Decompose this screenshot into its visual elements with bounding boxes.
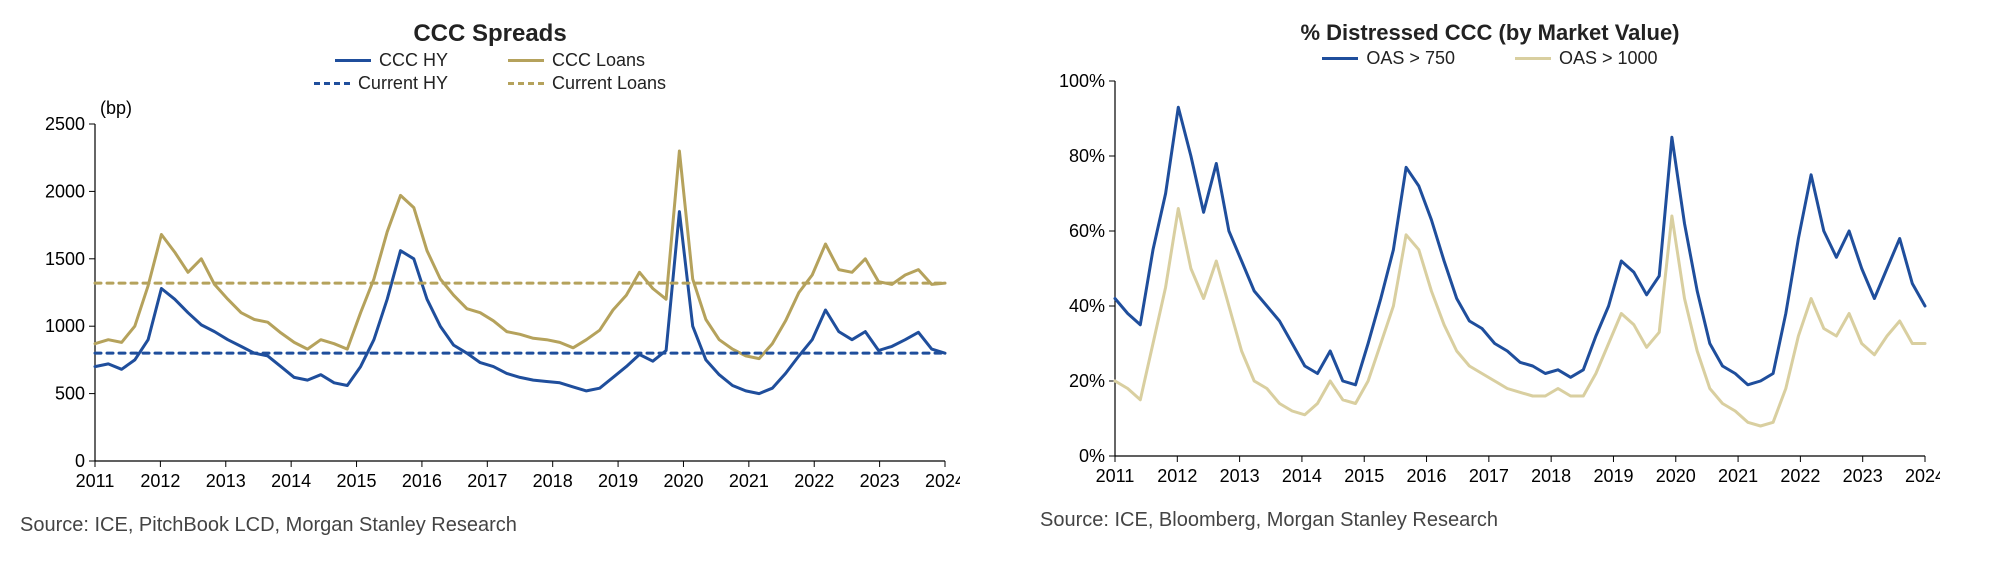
svg-text:2011: 2011 — [1096, 466, 1135, 486]
svg-text:2022: 2022 — [794, 471, 834, 491]
svg-text:2500: 2500 — [45, 114, 85, 134]
svg-text:2014: 2014 — [271, 471, 311, 491]
svg-text:60%: 60% — [1069, 221, 1105, 241]
legend-swatch — [1515, 57, 1551, 60]
svg-text:2013: 2013 — [206, 471, 246, 491]
svg-text:2019: 2019 — [598, 471, 638, 491]
legend-label: Current HY — [358, 73, 448, 94]
right-chart-block: % Distressed CCC (by Market Value) OAS >… — [1040, 20, 1940, 532]
charts-row: CCC Spreads CCC HY CCC Loans Current HY … — [20, 20, 1980, 537]
svg-text:2015: 2015 — [337, 471, 377, 491]
svg-text:2020: 2020 — [663, 471, 703, 491]
svg-text:0%: 0% — [1079, 446, 1105, 466]
svg-text:2021: 2021 — [1718, 466, 1758, 486]
legend-item-current-hy: Current HY — [314, 73, 448, 94]
legend-item-ccc-hy: CCC HY — [335, 50, 448, 71]
left-chart-title: CCC Spreads — [20, 20, 960, 48]
legend-label: CCC HY — [379, 50, 448, 71]
legend-swatch — [508, 59, 544, 62]
svg-text:40%: 40% — [1069, 296, 1105, 316]
legend-item-oas750: OAS > 750 — [1322, 48, 1455, 69]
svg-text:2019: 2019 — [1593, 466, 1633, 486]
svg-text:2015: 2015 — [1344, 466, 1384, 486]
svg-text:2022: 2022 — [1780, 466, 1820, 486]
svg-text:2014: 2014 — [1282, 466, 1322, 486]
svg-text:2024: 2024 — [925, 471, 960, 491]
legend-label: OAS > 750 — [1366, 48, 1455, 69]
svg-text:2011: 2011 — [76, 471, 115, 491]
legend-item-oas1000: OAS > 1000 — [1515, 48, 1658, 69]
svg-text:2000: 2000 — [45, 181, 85, 201]
svg-text:500: 500 — [55, 384, 85, 404]
svg-text:2018: 2018 — [1531, 466, 1571, 486]
svg-text:100%: 100% — [1059, 71, 1105, 91]
svg-text:1000: 1000 — [45, 316, 85, 336]
svg-text:2013: 2013 — [1220, 466, 1260, 486]
right-legend-row: OAS > 750 OAS > 1000 — [1040, 48, 1940, 69]
svg-text:80%: 80% — [1069, 146, 1105, 166]
left-source-text: Source: ICE, PitchBook LCD, Morgan Stanl… — [20, 514, 960, 537]
right-chart-svg: 0% 20% 40% 60% 80% 100% 2011 2012 2013 2014 2015 20… — [1040, 71, 1940, 491]
legend-label: OAS > 1000 — [1559, 48, 1658, 69]
legend-swatch — [1322, 57, 1358, 60]
legend-item-current-loans: Current Loans — [508, 73, 666, 94]
svg-text:2012: 2012 — [140, 471, 180, 491]
svg-text:1500: 1500 — [45, 249, 85, 269]
right-source-text: Source: ICE, Bloomberg, Morgan Stanley R… — [1040, 509, 1940, 532]
svg-text:0: 0 — [75, 451, 85, 471]
svg-text:20%: 20% — [1069, 371, 1105, 391]
svg-text:2021: 2021 — [729, 471, 769, 491]
legend-swatch — [508, 82, 544, 85]
left-legend-row2: Current HY Current Loans — [20, 73, 960, 94]
svg-text:2016: 2016 — [1407, 466, 1447, 486]
svg-text:2018: 2018 — [533, 471, 573, 491]
svg-text:2020: 2020 — [1656, 466, 1696, 486]
left-legend-row1: CCC HY CCC Loans — [20, 50, 960, 71]
svg-text:2017: 2017 — [467, 471, 507, 491]
legend-swatch — [335, 59, 371, 62]
left-chart-block: CCC Spreads CCC HY CCC Loans Current HY … — [20, 20, 960, 537]
legend-label: Current Loans — [552, 73, 666, 94]
svg-text:(bp): (bp) — [100, 98, 132, 118]
right-chart-title: % Distressed CCC (by Market Value) — [1040, 20, 1940, 46]
svg-text:2012: 2012 — [1157, 466, 1197, 486]
svg-text:2024: 2024 — [1905, 466, 1940, 486]
left-chart-svg: (bp) 0 500 1000 1500 2000 2500 2011 2012 2013 2014… — [20, 96, 960, 496]
svg-text:2016: 2016 — [402, 471, 442, 491]
svg-text:2023: 2023 — [860, 471, 900, 491]
svg-text:2017: 2017 — [1469, 466, 1509, 486]
svg-text:2023: 2023 — [1843, 466, 1883, 486]
legend-swatch — [314, 82, 350, 85]
legend-item-ccc-loans: CCC Loans — [508, 50, 645, 71]
legend-label: CCC Loans — [552, 50, 645, 71]
